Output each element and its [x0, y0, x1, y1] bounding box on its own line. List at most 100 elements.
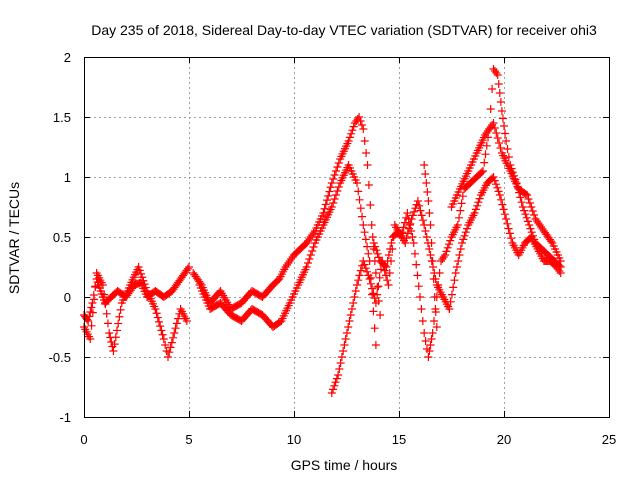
- data-point: [384, 281, 393, 289]
- data-point: [441, 251, 450, 259]
- data-point-interp: [324, 191, 333, 200]
- data-point: [353, 281, 361, 289]
- data-point-interp: [516, 193, 525, 202]
- data-point-interp: [309, 229, 318, 237]
- series-track-d: [195, 161, 380, 349]
- data-point-interp: [329, 199, 338, 207]
- data-point: [363, 161, 372, 169]
- data-point-interp: [330, 171, 339, 179]
- data-point-interp: [449, 283, 458, 292]
- data-point-interp: [421, 337, 430, 345]
- data-point-interp: [363, 267, 372, 276]
- data-point-interp: [455, 213, 464, 222]
- data-point-interp: [351, 287, 360, 295]
- data-point: [365, 275, 374, 283]
- data-point-interp: [416, 206, 425, 215]
- data-point-interp: [421, 227, 430, 235]
- data-point-interp: [100, 290, 109, 299]
- data-point-interp: [402, 234, 411, 243]
- data-point-interp: [115, 312, 124, 321]
- data-point-interp: [422, 233, 431, 241]
- data-point: [367, 221, 376, 229]
- data-point-interp: [334, 159, 343, 167]
- data-point-interp: [408, 211, 417, 220]
- y-tick-label: -0.5: [49, 350, 71, 365]
- data-point: [170, 329, 179, 337]
- data-point-interp: [459, 235, 468, 244]
- data-point-interp: [501, 129, 510, 138]
- data-point-interp: [321, 200, 330, 209]
- data-point-interp: [305, 255, 314, 263]
- data-point-interp: [490, 176, 499, 185]
- data-point: [428, 257, 437, 265]
- x-tick-labels: 0 5 10 15 20 25: [80, 432, 616, 447]
- data-point-interp: [525, 199, 534, 207]
- data-point: [495, 191, 504, 199]
- data-point-interp: [368, 233, 377, 241]
- x-tick-label: 5: [185, 432, 192, 447]
- data-point-interp: [520, 206, 529, 215]
- data-point-interp: [116, 305, 125, 314]
- data-point-interp: [102, 309, 111, 318]
- data-point-interp: [528, 207, 537, 215]
- data-point: [359, 221, 368, 229]
- data-point-interp: [496, 98, 505, 106]
- data-point-interp: [113, 326, 121, 335]
- data-point-interp: [368, 284, 377, 293]
- data-point: [523, 191, 532, 199]
- data-point-interp: [336, 359, 345, 367]
- series-track-g: [420, 161, 441, 331]
- data-point-interp: [461, 228, 470, 237]
- data-point-interp: [87, 303, 96, 312]
- x-tick-label: 0: [80, 432, 87, 447]
- data-point: [346, 311, 355, 319]
- data-point-interp: [369, 307, 378, 316]
- data-point-interp: [155, 317, 163, 326]
- data-point-interp: [171, 324, 180, 333]
- data-point-interp: [349, 122, 358, 131]
- data-point-interp: [386, 245, 395, 253]
- data-point: [430, 293, 439, 301]
- data-point: [489, 119, 498, 127]
- data-point-interp: [490, 124, 499, 132]
- data-point: [479, 167, 487, 175]
- data-point-interp: [456, 245, 465, 253]
- data-point-interp: [161, 341, 170, 349]
- data-point-interp: [361, 235, 370, 244]
- data-point-interp: [555, 267, 564, 275]
- chart-title: Day 235 of 2018, Sidereal Day-to-day VTE…: [91, 22, 597, 38]
- data-point: [359, 257, 368, 265]
- data-point-interp: [405, 224, 414, 233]
- data-point-interp: [500, 210, 509, 219]
- data-point: [84, 317, 93, 325]
- data-point: [416, 293, 424, 301]
- data-point-interp: [332, 191, 340, 199]
- data-point-interp: [304, 259, 312, 267]
- data-point-interp: [410, 207, 419, 216]
- data-point-interp: [499, 205, 508, 214]
- data-point-interp: [504, 224, 513, 233]
- data-point-interp: [452, 263, 461, 271]
- data-point: [424, 197, 433, 205]
- data-point-interp: [183, 264, 192, 273]
- data-point-interp: [360, 260, 369, 269]
- data-point-interp: [498, 200, 507, 209]
- data-point-interp: [364, 271, 373, 280]
- data-point-interp: [332, 167, 340, 175]
- data-point-interp: [374, 253, 383, 262]
- data-point-interp: [360, 228, 369, 237]
- data-point-interp: [383, 257, 392, 265]
- data-point: [369, 239, 378, 247]
- data-point-interp: [400, 218, 409, 227]
- data-point-interp: [383, 276, 392, 285]
- data-point-interp: [521, 210, 530, 219]
- data-point-interp: [439, 253, 448, 261]
- data-point: [371, 341, 380, 349]
- data-point-interp: [361, 264, 370, 273]
- data-point-interp: [408, 233, 417, 241]
- y-tick-label: 1.5: [53, 110, 71, 125]
- data-point-interp: [366, 279, 375, 288]
- data-point-interp: [342, 329, 351, 337]
- data-point: [422, 179, 431, 187]
